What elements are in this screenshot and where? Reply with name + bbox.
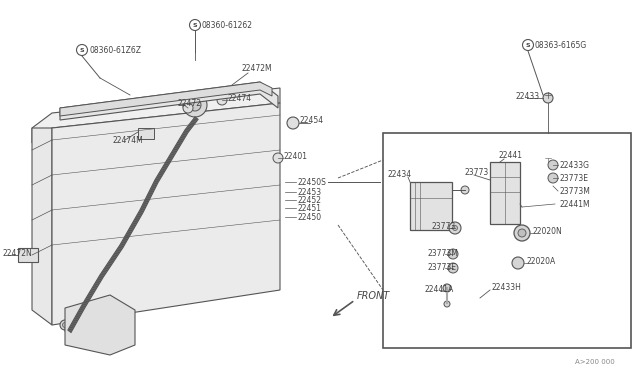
Text: 23773: 23773 (432, 221, 456, 231)
Text: 22452: 22452 (298, 196, 322, 205)
Text: 23773E: 23773E (428, 263, 457, 272)
Circle shape (548, 160, 558, 170)
Polygon shape (32, 128, 52, 325)
Text: 22441A: 22441A (425, 285, 454, 295)
Text: FRONT: FRONT (357, 291, 390, 301)
Polygon shape (52, 103, 280, 325)
Circle shape (512, 257, 524, 269)
Text: 22450S: 22450S (298, 177, 327, 186)
Circle shape (82, 307, 118, 343)
Bar (490, 162, 520, 224)
Text: A>200 000: A>200 000 (575, 359, 615, 365)
Polygon shape (60, 82, 272, 116)
Circle shape (522, 39, 534, 51)
Text: S: S (525, 42, 531, 48)
Circle shape (60, 320, 70, 330)
Circle shape (448, 249, 458, 259)
Text: 22441M: 22441M (560, 199, 591, 208)
Circle shape (448, 263, 458, 273)
Circle shape (548, 173, 558, 183)
Circle shape (67, 327, 72, 333)
Polygon shape (65, 295, 135, 355)
Text: 22472N: 22472N (2, 248, 32, 257)
Circle shape (72, 333, 77, 337)
Circle shape (514, 225, 530, 241)
Circle shape (452, 225, 458, 231)
Circle shape (518, 229, 526, 237)
Circle shape (273, 153, 283, 163)
Bar (383, 133, 631, 348)
Text: 22474: 22474 (228, 93, 252, 103)
Text: 22433H: 22433H (492, 282, 522, 292)
Text: 22474M: 22474M (112, 135, 143, 144)
Text: 22451: 22451 (298, 203, 322, 212)
Circle shape (443, 284, 451, 292)
Text: 22433: 22433 (516, 92, 540, 100)
Circle shape (63, 323, 67, 327)
Text: S: S (80, 48, 84, 52)
Polygon shape (32, 88, 280, 143)
Text: 23773M: 23773M (560, 186, 591, 196)
Circle shape (461, 186, 469, 194)
Text: 22020N: 22020N (533, 227, 563, 235)
Text: S: S (193, 22, 197, 28)
Bar (18, 248, 38, 262)
Circle shape (65, 325, 75, 335)
Text: 22472: 22472 (178, 99, 202, 108)
Polygon shape (60, 82, 278, 120)
Circle shape (543, 93, 553, 103)
Circle shape (217, 95, 227, 105)
Text: 23773M: 23773M (428, 248, 459, 257)
Text: 22453: 22453 (298, 187, 322, 196)
Text: 08360-61262: 08360-61262 (202, 20, 253, 29)
Text: 22401: 22401 (284, 151, 308, 160)
Text: 22433G: 22433G (560, 160, 590, 170)
Text: 22434: 22434 (388, 170, 412, 179)
Circle shape (90, 315, 110, 335)
Circle shape (77, 337, 83, 343)
Text: 23773: 23773 (465, 167, 489, 176)
Circle shape (70, 330, 80, 340)
Circle shape (77, 45, 88, 55)
Text: 23773E: 23773E (560, 173, 589, 183)
Text: 08363-6165G: 08363-6165G (535, 41, 588, 49)
Text: 22450: 22450 (298, 212, 322, 221)
Circle shape (189, 19, 200, 31)
Circle shape (75, 335, 85, 345)
Text: 22020A: 22020A (527, 257, 556, 266)
Text: 22472M: 22472M (242, 64, 273, 73)
Circle shape (183, 93, 207, 117)
Text: 22454: 22454 (300, 115, 324, 125)
Circle shape (189, 99, 201, 111)
Bar (410, 182, 452, 230)
Circle shape (444, 301, 450, 307)
Text: 08360-61Z6Z: 08360-61Z6Z (89, 45, 141, 55)
Bar (138, 128, 154, 139)
Circle shape (449, 222, 461, 234)
Circle shape (183, 103, 193, 113)
Circle shape (287, 117, 299, 129)
Text: 22441: 22441 (499, 151, 523, 160)
